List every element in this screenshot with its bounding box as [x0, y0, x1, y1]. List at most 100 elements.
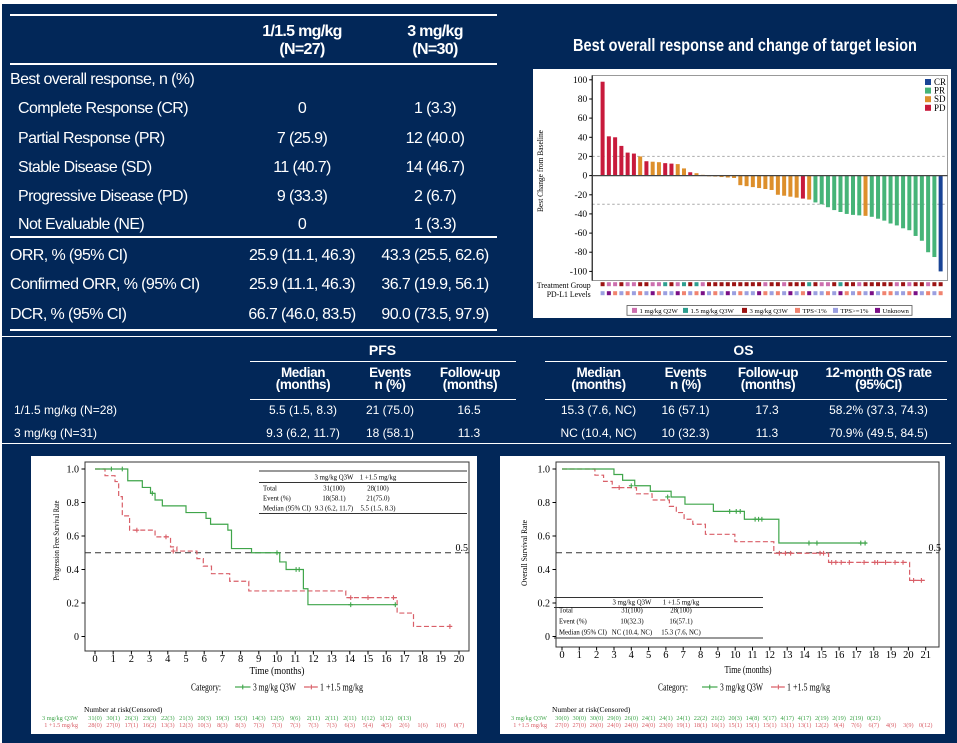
svg-text:14(3): 14(3): [252, 715, 266, 722]
svg-text:0.6: 0.6: [67, 532, 80, 543]
svg-text:Event (%): Event (%): [559, 619, 587, 626]
svg-text:-100: -100: [570, 267, 588, 277]
svg-text:15(1): 15(1): [763, 722, 777, 729]
svg-text:15(3): 15(3): [234, 715, 248, 722]
svg-text:5.5 (1.5, 8.3): 5.5 (1.5, 8.3): [360, 506, 395, 513]
svg-text:11: 11: [747, 650, 757, 661]
svg-text:2(19): 2(19): [832, 715, 846, 722]
svg-text:16: 16: [381, 654, 392, 665]
svg-text:0: 0: [582, 172, 587, 182]
svg-text:5: 5: [646, 650, 651, 661]
svg-text:11: 11: [290, 654, 300, 665]
svg-text:0: 0: [92, 654, 97, 665]
svg-text:15(1): 15(1): [728, 722, 742, 729]
svg-text:7(3): 7(3): [272, 722, 283, 729]
svg-text:31(0): 31(0): [88, 715, 102, 722]
svg-text:15.3 (7.6, NC): 15.3 (7.6, NC): [661, 630, 700, 637]
svg-text:7(3): 7(3): [326, 722, 337, 729]
svg-text:0.2: 0.2: [67, 599, 80, 610]
svg-text:7(3): 7(3): [290, 722, 301, 729]
svg-text:7: 7: [681, 650, 686, 661]
svg-text:-60: -60: [575, 229, 588, 239]
svg-text:3 mg/kg Q3W: 3 mg/kg Q3W: [315, 475, 354, 482]
svg-text:21(2): 21(2): [711, 715, 725, 722]
svg-text:22(2): 22(2): [694, 715, 708, 722]
svg-text:24(0): 24(0): [624, 722, 638, 729]
svg-text:10(3): 10(3): [197, 722, 211, 729]
svg-text:0.5: 0.5: [929, 543, 942, 554]
svg-text:24(1): 24(1): [676, 715, 690, 722]
svg-text:6: 6: [202, 654, 207, 665]
svg-text:20(3): 20(3): [197, 715, 211, 722]
svg-text:PD-L1 Levels: PD-L1 Levels: [547, 290, 591, 299]
svg-text:18: 18: [417, 654, 428, 665]
svg-text:9.3 (6.2, 11.7): 9.3 (6.2, 11.7): [315, 506, 353, 513]
svg-text:2(11): 2(11): [325, 715, 338, 722]
svg-text:0(13): 0(13): [398, 715, 412, 722]
svg-text:23(0): 23(0): [659, 722, 673, 729]
svg-text:-20: -20: [575, 191, 588, 201]
svg-text:7(6): 7(6): [851, 722, 862, 729]
svg-text:26(0): 26(0): [624, 715, 638, 722]
svg-text:0.2: 0.2: [538, 599, 551, 610]
svg-text:17: 17: [399, 654, 410, 665]
svg-text:30(1): 30(1): [106, 715, 120, 722]
svg-text:2(11): 2(11): [343, 715, 356, 722]
svg-text:12(2): 12(2): [815, 722, 829, 729]
svg-text:0.6: 0.6: [538, 532, 551, 543]
svg-text:1 mg/kg Q2W: 1 mg/kg Q2W: [640, 308, 679, 315]
svg-text:28(0): 28(0): [88, 722, 102, 729]
svg-text:15(1): 15(1): [746, 722, 760, 729]
svg-text:0(21): 0(21): [867, 715, 881, 722]
svg-text:12(3): 12(3): [179, 722, 193, 729]
svg-text:2: 2: [129, 654, 134, 665]
svg-text:1.0: 1.0: [67, 465, 80, 476]
svg-text:4(5): 4(5): [381, 722, 392, 729]
svg-text:2(6): 2(6): [399, 722, 410, 729]
svg-text:3 mg/kg Q3W: 3 mg/kg Q3W: [253, 683, 296, 694]
svg-text:18(1): 18(1): [694, 722, 708, 729]
svg-text:3: 3: [147, 654, 152, 665]
svg-text:0: 0: [559, 650, 564, 661]
svg-text:Event (%): Event (%): [263, 496, 291, 503]
svg-text:24(0): 24(0): [607, 722, 621, 729]
svg-text:12: 12: [308, 654, 319, 665]
svg-text:100: 100: [573, 76, 588, 86]
svg-text:14: 14: [799, 650, 810, 661]
svg-text:26(3): 26(3): [125, 715, 139, 722]
svg-text:1 +1.5 mg/kg: 1 +1.5 mg/kg: [787, 683, 830, 694]
svg-text:8(3): 8(3): [235, 722, 246, 729]
svg-text:13: 13: [782, 650, 793, 661]
svg-text:28(100): 28(100): [367, 486, 389, 493]
svg-text:31(100): 31(100): [621, 608, 643, 615]
svg-text:3 mg/kg Q3W: 3 mg/kg Q3W: [42, 715, 78, 722]
svg-text:Number at risk(Censored): Number at risk(Censored): [84, 705, 163, 714]
svg-text:Number at risk(Censored): Number at risk(Censored): [552, 705, 631, 714]
svg-text:Time (months): Time (months): [250, 666, 305, 677]
svg-text:2(19): 2(19): [850, 715, 864, 722]
svg-text:7: 7: [220, 654, 225, 665]
svg-text:15: 15: [817, 650, 828, 661]
svg-text:SD: SD: [934, 94, 946, 104]
svg-text:Category:: Category:: [191, 683, 221, 694]
svg-text:1.0: 1.0: [538, 465, 551, 476]
svg-text:80: 80: [578, 95, 588, 105]
svg-text:3 mg/kg Q3W: 3 mg/kg Q3W: [511, 715, 547, 722]
svg-text:7(3): 7(3): [254, 722, 264, 729]
svg-text:17: 17: [851, 650, 862, 661]
svg-text:29(0): 29(0): [607, 715, 621, 722]
svg-text:4(17): 4(17): [798, 715, 812, 722]
svg-text:20: 20: [454, 654, 465, 665]
svg-text:14: 14: [345, 654, 356, 665]
svg-text:0(12): 0(12): [919, 722, 933, 729]
svg-text:4(9): 4(9): [886, 722, 897, 729]
svg-text:18: 18: [869, 650, 880, 661]
svg-text:19: 19: [436, 654, 447, 665]
svg-text:4: 4: [165, 654, 171, 665]
svg-text:1 +1.5 mg/kg: 1 +1.5 mg/kg: [320, 683, 363, 694]
svg-text:PD: PD: [934, 103, 946, 113]
svg-text:0(7): 0(7): [454, 722, 465, 729]
svg-text:0.5: 0.5: [456, 543, 469, 554]
svg-text:Progression Free Survival Rate: Progression Free Survival Rate: [51, 500, 61, 580]
svg-text:6: 6: [663, 650, 668, 661]
